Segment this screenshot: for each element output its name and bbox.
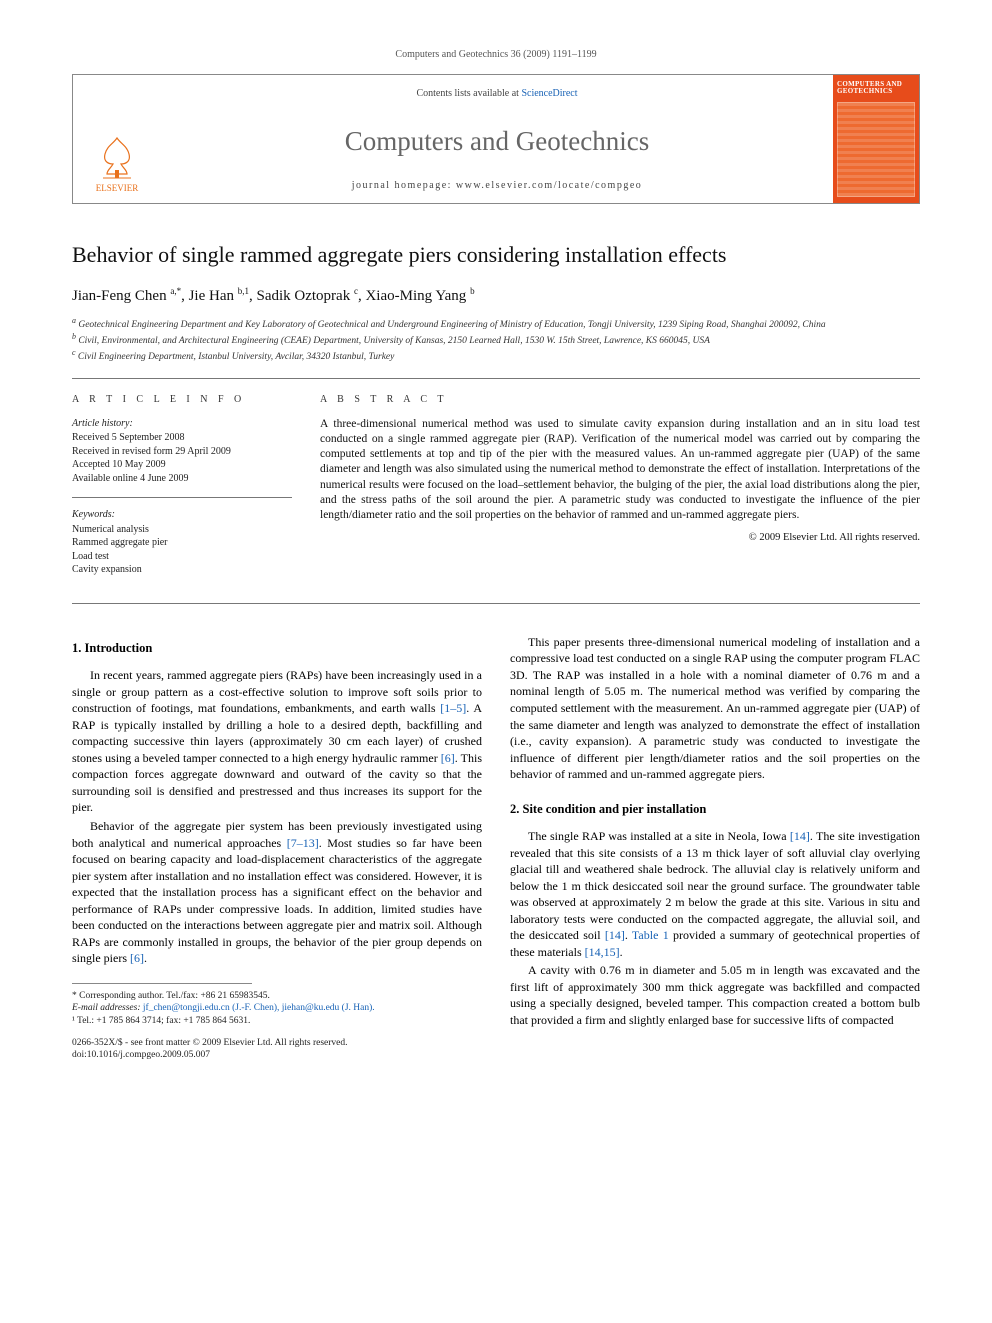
doi-line: doi:10.1016/j.compgeo.2009.05.007 bbox=[72, 1049, 482, 1061]
contents-prefix: Contents lists available at bbox=[416, 88, 518, 99]
body-para: In recent years, rammed aggregate piers … bbox=[72, 667, 482, 816]
doi-block: 0266-352X/$ - see front matter © 2009 El… bbox=[72, 1037, 482, 1062]
keywords-label: Keywords: bbox=[72, 508, 292, 522]
abstract-copyright: © 2009 Elsevier Ltd. All rights reserved… bbox=[320, 531, 920, 545]
body-para: This paper presents three-dimensional nu… bbox=[510, 634, 920, 783]
body-para: The single RAP was installed at a site i… bbox=[510, 828, 920, 960]
corr-author-note: * Corresponding author. Tel./fax: +86 21… bbox=[72, 990, 482, 1002]
affiliation-b: b Civil, Environmental, and Architectura… bbox=[72, 332, 920, 348]
publisher-block: ELSEVIER bbox=[73, 75, 161, 203]
email-line: E-mail addresses: jf_chen@tongji.edu.cn … bbox=[72, 1002, 482, 1014]
abstract-col: A B S T R A C T A three-dimensional nume… bbox=[320, 393, 920, 589]
contents-available-line: Contents lists available at ScienceDirec… bbox=[169, 87, 825, 101]
keywords-block: Keywords: Numerical analysis Rammed aggr… bbox=[72, 508, 292, 577]
history-label: Article history: bbox=[72, 417, 292, 431]
left-col-footer: * Corresponding author. Tel./fax: +86 21… bbox=[72, 983, 482, 1062]
history-revised: Received in revised form 29 April 2009 bbox=[72, 445, 292, 459]
publisher-name: ELSEVIER bbox=[96, 182, 139, 194]
affiliations: a Geotechnical Engineering Department an… bbox=[72, 316, 920, 364]
journal-name: Computers and Geotechnics bbox=[169, 123, 825, 159]
keyword: Rammed aggregate pier bbox=[72, 536, 292, 550]
authors-line: Jian-Feng Chen a,*, Jie Han b,1, Sadik O… bbox=[72, 285, 920, 306]
section-2-heading: 2. Site condition and pier installation bbox=[510, 801, 920, 818]
cover-art bbox=[837, 102, 915, 197]
cover-title: COMPUTERS AND GEOTECHNICS bbox=[837, 81, 915, 96]
keyword: Load test bbox=[72, 550, 292, 564]
article-info-heading: A R T I C L E I N F O bbox=[72, 393, 292, 407]
info-abstract-row: A R T I C L E I N F O Article history: R… bbox=[72, 378, 920, 604]
masthead-center: Contents lists available at ScienceDirec… bbox=[161, 75, 833, 203]
article-title: Behavior of single rammed aggregate pier… bbox=[72, 240, 920, 270]
footnotes: * Corresponding author. Tel./fax: +86 21… bbox=[72, 990, 482, 1027]
keyword: Cavity expansion bbox=[72, 563, 292, 577]
email-link[interactable]: jf_chen@tongji.edu.cn (J.-F. Chen), jieh… bbox=[143, 1003, 375, 1013]
affiliation-a: a Geotechnical Engineering Department an… bbox=[72, 316, 920, 332]
journal-masthead: ELSEVIER Contents lists available at Sci… bbox=[72, 74, 920, 204]
abstract-text: A three-dimensional numerical method was… bbox=[320, 417, 920, 523]
history-accepted: Accepted 10 May 2009 bbox=[72, 458, 292, 472]
affiliation-c: c Civil Engineering Department, Istanbul… bbox=[72, 348, 920, 364]
sciencedirect-link[interactable]: ScienceDirect bbox=[521, 88, 577, 99]
journal-cover-thumb: COMPUTERS AND GEOTECHNICS bbox=[833, 75, 919, 203]
article-info-col: A R T I C L E I N F O Article history: R… bbox=[72, 393, 292, 589]
article-history-block: Article history: Received 5 September 20… bbox=[72, 417, 292, 486]
history-online: Available online 4 June 2009 bbox=[72, 472, 292, 486]
section-1-heading: 1. Introduction bbox=[72, 640, 482, 657]
body-two-columns: 1. Introduction In recent years, rammed … bbox=[72, 632, 920, 1062]
history-received: Received 5 September 2008 bbox=[72, 431, 292, 445]
body-para: Behavior of the aggregate pier system ha… bbox=[72, 818, 482, 967]
tel-note: ¹ Tel.: +1 785 864 3714; fax: +1 785 864… bbox=[72, 1015, 482, 1027]
elsevier-tree-icon bbox=[93, 134, 141, 182]
body-para: A cavity with 0.76 m in diameter and 5.0… bbox=[510, 962, 920, 1028]
abstract-heading: A B S T R A C T bbox=[320, 393, 920, 407]
front-matter-line: 0266-352X/$ - see front matter © 2009 El… bbox=[72, 1037, 482, 1049]
journal-homepage[interactable]: journal homepage: www.elsevier.com/locat… bbox=[169, 179, 825, 193]
keyword: Numerical analysis bbox=[72, 523, 292, 537]
running-head: Computers and Geotechnics 36 (2009) 1191… bbox=[72, 48, 920, 62]
